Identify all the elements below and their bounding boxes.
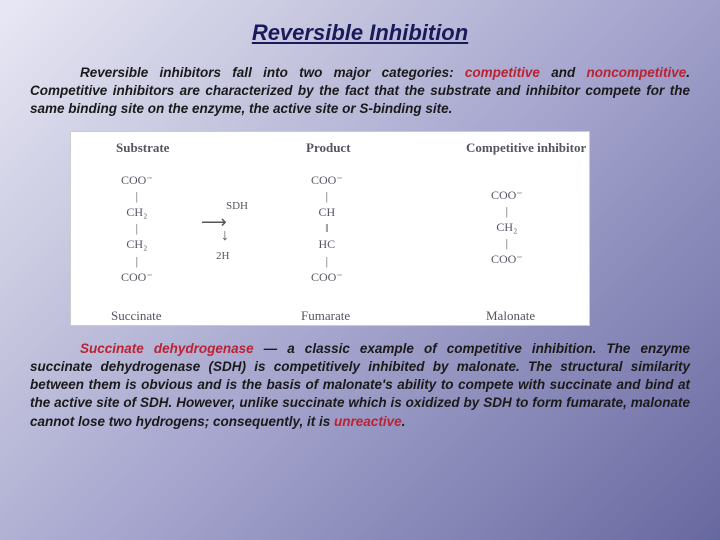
p-l1: COO⁻ [311,172,343,188]
term-noncompetitive: noncompetitive [586,65,686,80]
product-name: Fumarate [301,307,350,325]
term-unreactive: unreactive [334,414,402,429]
p-l6: | [311,253,343,269]
i-l5: COO⁻ [491,251,523,267]
i-l1: COO⁻ [491,187,523,203]
s-l4: | [121,220,153,236]
product-structure: COO⁻ | CH ‖ HC | COO⁻ [311,172,343,285]
col-header-inhibitor: Competitive inhibitor [466,140,586,156]
col-header-product: Product [306,140,351,156]
p-l3: CH [311,204,343,220]
s-l3: CH₂ [121,204,153,220]
p-l7: COO⁻ [311,269,343,285]
arrow-down-icon: ↓ [221,227,229,245]
inhibitor-name: Malonate [486,307,535,325]
enzyme-label: SDH [226,200,248,212]
i-l3: CH₂ [491,219,523,235]
page-title: Reversible Inhibition [30,20,690,46]
intro-paragraph: Reversible inhibitors fall into two majo… [30,64,690,119]
example-paragraph: Succinate dehydrogenase — a classic exam… [30,340,690,431]
substrate-structure: COO⁻ | CH₂ | CH₂ | COO⁻ [121,172,153,285]
para2-tail: . [402,414,406,429]
s-l7: COO⁻ [121,269,153,285]
intro-mid: and [540,65,587,80]
enzyme-name: Succinate dehydrogenase [80,341,254,356]
intro-lead: Reversible inhibitors fall into two majo… [80,65,465,80]
s-l5: CH₂ [121,236,153,252]
s-l1: COO⁻ [121,172,153,188]
p-l4: ‖ [311,220,343,236]
s-l6: | [121,253,153,269]
reaction-diagram: Substrate Product Competitive inhibitor … [70,131,590,326]
s-l2: | [121,188,153,204]
p-l2: | [311,188,343,204]
term-competitive: competitive [465,65,540,80]
i-l4: | [491,235,523,251]
byproduct-label: 2H [216,250,229,262]
substrate-name: Succinate [111,307,162,325]
col-header-substrate: Substrate [116,140,169,156]
i-l2: | [491,203,523,219]
p-l5: HC [311,236,343,252]
inhibitor-structure: COO⁻ | CH₂ | COO⁻ [491,187,523,268]
